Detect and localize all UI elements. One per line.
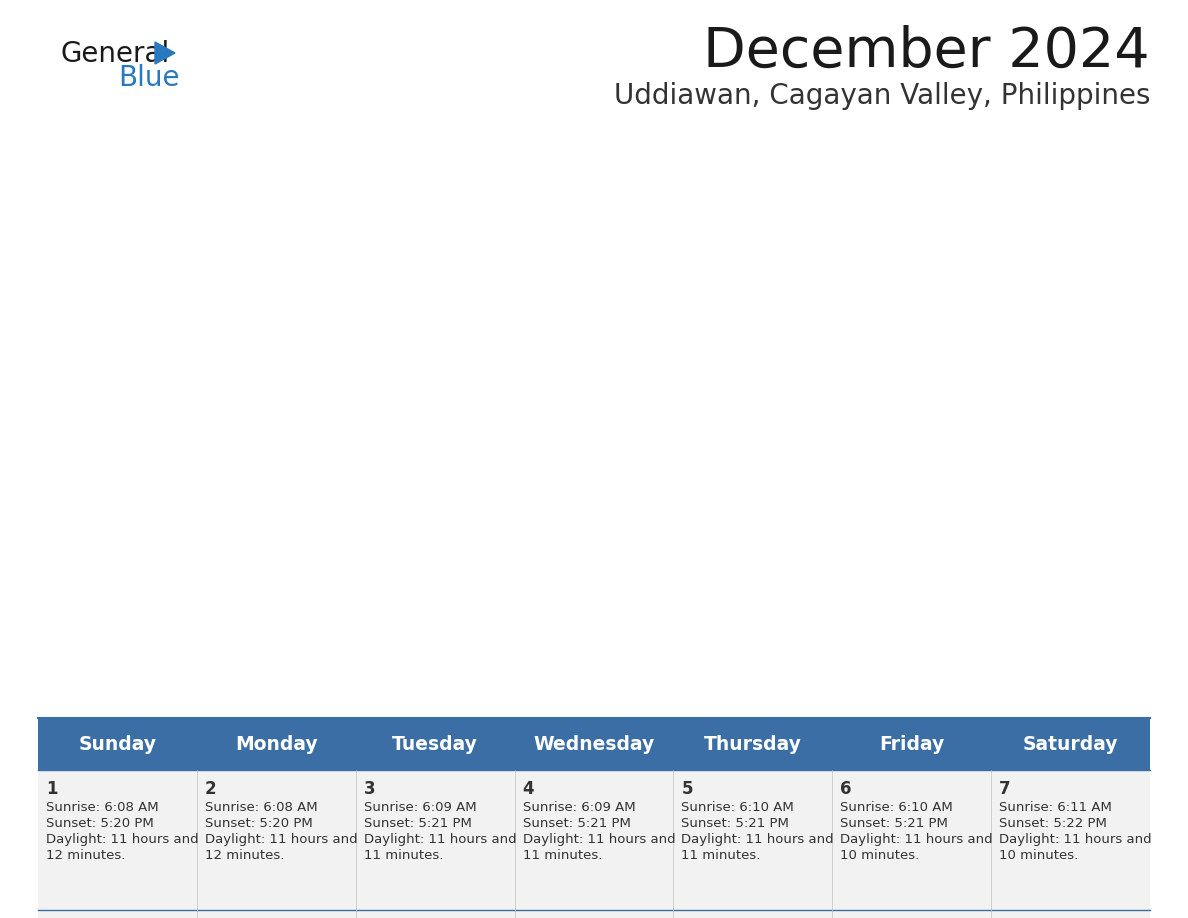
Text: Sunrise: 6:11 AM: Sunrise: 6:11 AM [999, 801, 1112, 814]
Text: Sunset: 5:22 PM: Sunset: 5:22 PM [999, 817, 1107, 830]
Text: Daylight: 11 hours and: Daylight: 11 hours and [999, 833, 1152, 846]
Text: Daylight: 11 hours and: Daylight: 11 hours and [840, 833, 993, 846]
Text: Tuesday: Tuesday [392, 734, 478, 754]
Text: Wednesday: Wednesday [533, 734, 655, 754]
Text: 7: 7 [999, 780, 1011, 798]
Text: Sunrise: 6:10 AM: Sunrise: 6:10 AM [682, 801, 795, 814]
Text: 11 minutes.: 11 minutes. [364, 849, 443, 862]
Text: 10 minutes.: 10 minutes. [840, 849, 920, 862]
Text: Thursday: Thursday [704, 734, 802, 754]
Text: Uddiawan, Cagayan Valley, Philippines: Uddiawan, Cagayan Valley, Philippines [613, 82, 1150, 110]
Text: Sunset: 5:21 PM: Sunset: 5:21 PM [840, 817, 948, 830]
Text: Monday: Monday [235, 734, 317, 754]
Text: 11 minutes.: 11 minutes. [682, 849, 760, 862]
Text: Sunset: 5:20 PM: Sunset: 5:20 PM [204, 817, 312, 830]
Text: 2: 2 [204, 780, 216, 798]
Text: Saturday: Saturday [1023, 734, 1118, 754]
Text: Sunrise: 6:08 AM: Sunrise: 6:08 AM [204, 801, 317, 814]
Text: 12 minutes.: 12 minutes. [204, 849, 284, 862]
Text: 1: 1 [46, 780, 57, 798]
Bar [38, 910, 1150, 918]
Text: Blue: Blue [118, 64, 179, 92]
Text: Sunset: 5:21 PM: Sunset: 5:21 PM [523, 817, 631, 830]
Text: Sunrise: 6:09 AM: Sunrise: 6:09 AM [364, 801, 476, 814]
Text: December 2024: December 2024 [703, 25, 1150, 79]
Bar [38, 718, 1150, 770]
Text: Daylight: 11 hours and: Daylight: 11 hours and [364, 833, 517, 846]
Text: Daylight: 11 hours and: Daylight: 11 hours and [46, 833, 198, 846]
Text: Daylight: 11 hours and: Daylight: 11 hours and [682, 833, 834, 846]
Text: Sunset: 5:20 PM: Sunset: 5:20 PM [46, 817, 153, 830]
Text: Sunday: Sunday [78, 734, 157, 754]
Text: 4: 4 [523, 780, 535, 798]
Text: Daylight: 11 hours and: Daylight: 11 hours and [204, 833, 358, 846]
Text: 6: 6 [840, 780, 852, 798]
Text: General: General [61, 40, 169, 68]
Text: Daylight: 11 hours and: Daylight: 11 hours and [523, 833, 675, 846]
Text: 5: 5 [682, 780, 693, 798]
Text: Friday: Friday [879, 734, 944, 754]
Text: Sunrise: 6:10 AM: Sunrise: 6:10 AM [840, 801, 953, 814]
Text: 11 minutes.: 11 minutes. [523, 849, 602, 862]
Text: 10 minutes.: 10 minutes. [999, 849, 1079, 862]
Text: Sunrise: 6:08 AM: Sunrise: 6:08 AM [46, 801, 159, 814]
Polygon shape [154, 42, 175, 64]
Text: 3: 3 [364, 780, 375, 798]
Text: Sunrise: 6:09 AM: Sunrise: 6:09 AM [523, 801, 636, 814]
Text: Sunset: 5:21 PM: Sunset: 5:21 PM [682, 817, 789, 830]
Bar [38, 770, 1150, 910]
Text: 12 minutes.: 12 minutes. [46, 849, 126, 862]
Text: Sunset: 5:21 PM: Sunset: 5:21 PM [364, 817, 472, 830]
